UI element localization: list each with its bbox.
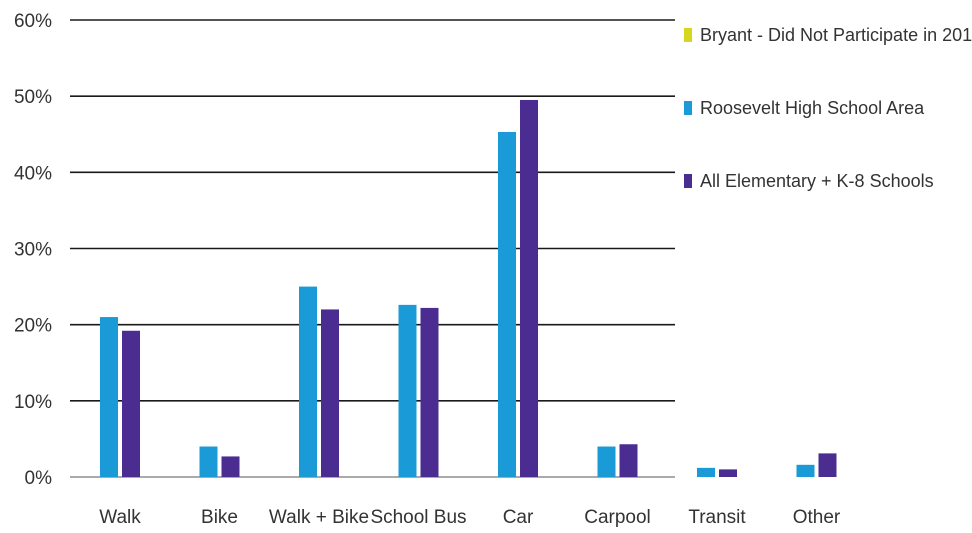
legend-swatch bbox=[684, 101, 692, 115]
y-axis-ticks: 0% 10% 20% 30% 40% 50% 60% bbox=[14, 11, 52, 489]
legend-swatch bbox=[684, 174, 692, 188]
y-tick-label: 0% bbox=[25, 468, 53, 489]
y-tick-label: 60% bbox=[14, 11, 52, 32]
legend-label: All Elementary + K-8 Schools bbox=[700, 171, 934, 191]
x-axis-labels: Walk Bike Walk + Bike School Bus Car Carpool T… bbox=[99, 507, 841, 528]
bar bbox=[520, 99, 538, 477]
bar bbox=[498, 131, 516, 477]
x-tick-label: Car bbox=[503, 507, 534, 528]
bar bbox=[299, 286, 317, 477]
x-tick-label: School Bus bbox=[370, 507, 466, 528]
legend-label: Roosevelt High School Area bbox=[700, 98, 925, 118]
bar bbox=[597, 446, 616, 477]
x-tick-label: Walk bbox=[99, 507, 141, 528]
bar bbox=[398, 304, 417, 477]
bar bbox=[420, 307, 439, 477]
bar bbox=[221, 456, 240, 477]
bar bbox=[697, 467, 715, 477]
y-tick-label: 40% bbox=[14, 163, 52, 184]
y-tick-label: 30% bbox=[14, 240, 52, 261]
bar bbox=[719, 469, 737, 477]
bar bbox=[321, 309, 339, 477]
gridlines bbox=[70, 19, 675, 478]
legend: Bryant - Did Not Participate in 2016 Roos… bbox=[684, 25, 972, 191]
bar bbox=[122, 330, 140, 477]
y-tick-label: 10% bbox=[14, 392, 52, 413]
bar bbox=[818, 453, 837, 477]
x-tick-label: Other bbox=[793, 507, 841, 528]
legend-swatch bbox=[684, 28, 692, 42]
y-tick-label: 50% bbox=[14, 87, 52, 108]
x-tick-label: Bike bbox=[201, 507, 238, 528]
x-tick-label: Carpool bbox=[584, 507, 651, 528]
x-tick-label: Transit bbox=[688, 507, 746, 528]
bar bbox=[619, 444, 638, 477]
y-tick-label: 20% bbox=[14, 316, 52, 337]
legend-label: Bryant - Did Not Participate in 2016 bbox=[700, 25, 972, 45]
bar bbox=[796, 464, 815, 477]
bar bbox=[100, 317, 118, 477]
x-tick-label: Walk + Bike bbox=[269, 507, 369, 528]
bars bbox=[100, 99, 837, 477]
bar bbox=[199, 446, 218, 477]
